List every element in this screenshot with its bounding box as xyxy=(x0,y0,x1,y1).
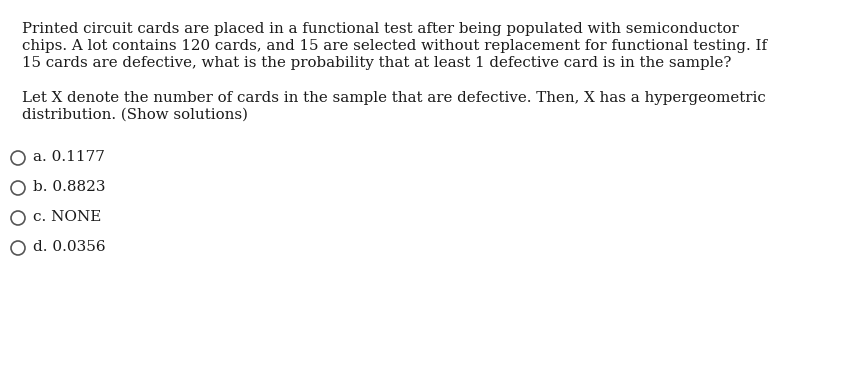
Text: b. 0.8823: b. 0.8823 xyxy=(33,180,105,194)
Text: c. NONE: c. NONE xyxy=(33,210,101,224)
Text: d. 0.0356: d. 0.0356 xyxy=(33,240,105,254)
Text: chips. A lot contains 120 cards, and 15 are selected without replacement for fun: chips. A lot contains 120 cards, and 15 … xyxy=(22,39,767,53)
Text: Printed circuit cards are placed in a functional test after being populated with: Printed circuit cards are placed in a fu… xyxy=(22,22,739,36)
Text: 15 cards are defective, what is the probability that at least 1 defective card i: 15 cards are defective, what is the prob… xyxy=(22,56,731,70)
Text: Let X denote the number of cards in the sample that are defective. Then, X has a: Let X denote the number of cards in the … xyxy=(22,91,766,105)
Text: a. 0.1177: a. 0.1177 xyxy=(33,150,105,164)
Text: distribution. (Show solutions): distribution. (Show solutions) xyxy=(22,108,248,122)
